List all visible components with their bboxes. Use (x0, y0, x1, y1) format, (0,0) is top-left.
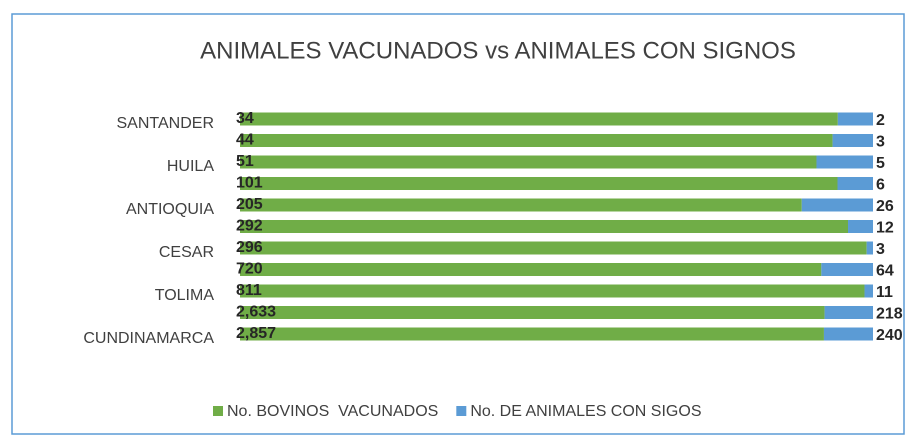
bar-segment (823, 327, 873, 341)
bar-segment (801, 198, 873, 212)
bar-segment (824, 306, 873, 319)
data-label: 3 (876, 134, 885, 151)
legend-label: No. BOVINOS VACUNADOS (227, 403, 438, 420)
bar-segment (837, 112, 873, 126)
bar-segment (848, 220, 873, 233)
bar-segment (240, 241, 867, 255)
data-label: 11 (876, 284, 893, 301)
bar-segment (240, 198, 802, 212)
bar-segment (864, 284, 873, 298)
data-label: 101 (236, 175, 263, 192)
bar-segment (240, 220, 849, 233)
bar-segment (240, 177, 838, 190)
bar-segment (240, 263, 822, 276)
data-label: 2,857 (236, 325, 276, 342)
y-tick-label: SANTANDER (117, 115, 215, 132)
bar-segment (240, 134, 833, 147)
data-label: 292 (236, 218, 263, 235)
bar-segment (816, 155, 873, 169)
data-label: 296 (236, 239, 263, 256)
bar-segment (240, 284, 865, 298)
bar-segment (866, 241, 873, 255)
y-tick-label: CESAR (159, 244, 214, 261)
y-tick-label: ANTIOQUIA (126, 201, 214, 218)
bar-segment (837, 177, 873, 190)
data-label: 205 (236, 196, 263, 213)
data-label: 720 (236, 261, 263, 278)
legend-label: No. DE ANIMALES CON SIGOS (470, 403, 701, 420)
data-label: 51 (236, 153, 254, 170)
bar-segment (240, 306, 825, 319)
data-label: 218 (876, 306, 903, 323)
data-label: 2,633 (236, 304, 276, 321)
data-label: 3 (876, 241, 885, 258)
data-label: 6 (876, 177, 885, 194)
data-label: 64 (876, 263, 894, 280)
data-label: 12 (876, 220, 894, 237)
data-label: 811 (236, 282, 262, 299)
bar-segment (240, 112, 838, 126)
chart-title: ANIMALES VACUNADOS vs ANIMALES CON SIGNO… (200, 37, 796, 64)
y-tick-label: TOLIMA (155, 287, 215, 304)
bar-segment (821, 263, 873, 276)
bar-segment (240, 327, 824, 341)
bar-segment (832, 134, 873, 147)
data-label: 34 (236, 110, 254, 127)
data-label: 240 (876, 327, 903, 344)
y-tick-label: HUILA (167, 158, 214, 175)
data-label: 44 (236, 132, 254, 149)
y-tick-label: CUNDINAMARCA (83, 330, 214, 347)
legend-swatch (213, 406, 223, 416)
data-label: 5 (876, 155, 885, 172)
data-label: 2 (876, 112, 885, 129)
legend-swatch (456, 406, 467, 416)
data-label: 26 (876, 198, 894, 215)
bar-segment (240, 155, 817, 169)
